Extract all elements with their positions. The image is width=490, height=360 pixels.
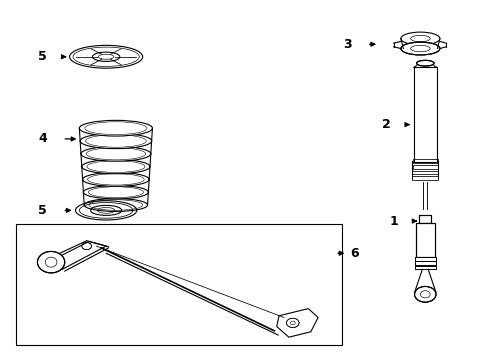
Text: 5: 5 bbox=[38, 50, 47, 63]
Text: 1: 1 bbox=[389, 215, 398, 228]
Bar bbox=[416, 223, 435, 257]
Bar bbox=[419, 215, 431, 223]
Ellipse shape bbox=[84, 199, 147, 211]
Ellipse shape bbox=[401, 42, 440, 55]
Text: 3: 3 bbox=[343, 38, 352, 51]
Ellipse shape bbox=[415, 287, 436, 302]
Ellipse shape bbox=[37, 251, 65, 273]
Text: 4: 4 bbox=[38, 132, 47, 145]
Ellipse shape bbox=[82, 243, 92, 249]
Bar bbox=[413, 165, 438, 168]
Bar bbox=[415, 266, 436, 269]
Ellipse shape bbox=[80, 134, 151, 149]
Text: 6: 6 bbox=[350, 247, 359, 260]
Bar bbox=[412, 176, 439, 180]
Bar bbox=[16, 224, 343, 345]
Ellipse shape bbox=[81, 147, 151, 161]
Ellipse shape bbox=[79, 120, 152, 136]
Ellipse shape bbox=[83, 172, 149, 186]
Ellipse shape bbox=[83, 185, 148, 199]
Bar bbox=[415, 261, 436, 265]
Bar bbox=[415, 257, 436, 261]
Bar bbox=[419, 215, 431, 223]
Ellipse shape bbox=[416, 60, 434, 66]
Bar bbox=[415, 257, 436, 261]
Bar bbox=[413, 171, 438, 174]
Bar bbox=[414, 67, 437, 162]
Bar bbox=[415, 261, 436, 265]
Bar bbox=[416, 223, 435, 257]
Ellipse shape bbox=[287, 318, 299, 328]
Bar bbox=[413, 159, 438, 163]
Ellipse shape bbox=[82, 159, 150, 174]
Bar bbox=[415, 266, 436, 269]
Text: 2: 2 bbox=[382, 118, 391, 131]
Text: 5: 5 bbox=[38, 204, 47, 217]
